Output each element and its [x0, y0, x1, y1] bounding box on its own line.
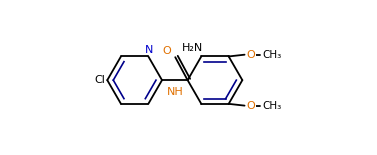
Text: Cl: Cl: [95, 75, 106, 85]
Text: N: N: [145, 45, 153, 55]
Text: O: O: [246, 50, 255, 60]
Text: O: O: [162, 46, 171, 56]
Text: O: O: [246, 101, 255, 111]
Text: CH₃: CH₃: [262, 101, 282, 111]
Text: NH: NH: [166, 87, 183, 97]
Text: CH₃: CH₃: [262, 50, 282, 60]
Text: H₂N: H₂N: [182, 43, 203, 53]
